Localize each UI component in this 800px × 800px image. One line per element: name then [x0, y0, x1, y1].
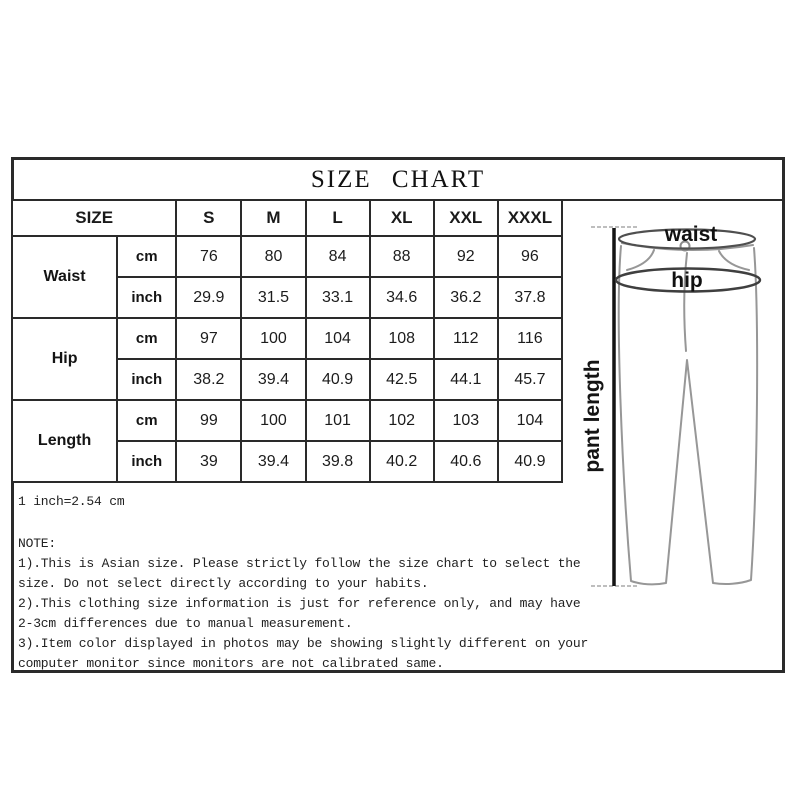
size-value: 45.7: [496, 358, 564, 401]
table-header-row: SIZE S M L XL XXL XXXL: [10, 199, 564, 237]
size-chart-panel: SIZE CHART SIZE S M L XL XXL XXXL Waist …: [10, 157, 788, 676]
unit-label: inch: [116, 358, 178, 401]
size-value: 40.6: [432, 440, 499, 483]
hip-ellipse: [614, 267, 762, 293]
notes-section: NOTE: 1).This is Asian size. Please stri…: [18, 534, 588, 674]
pocket-curve-right: [718, 250, 750, 271]
size-value: 88: [368, 235, 435, 278]
size-value: 37.8: [496, 276, 564, 319]
size-value: 84: [304, 235, 371, 278]
size-value: 97: [175, 317, 243, 360]
size-value: 39.4: [240, 440, 307, 483]
size-value: 102: [368, 399, 435, 442]
size-col-xxxl: XXXL: [496, 199, 564, 237]
waist-label: waist: [664, 223, 718, 246]
size-value: 104: [304, 317, 371, 360]
size-value: 31.5: [240, 276, 307, 319]
table-row-hip-cm: Hip cm 97 100 104 108 112 116: [10, 317, 564, 401]
note-line: size. Do not select directly according t…: [18, 576, 429, 591]
size-col-s: S: [175, 199, 243, 237]
size-value: 29.9: [175, 276, 243, 319]
table-row-waist-inch: inch 29.9 31.5 33.1 34.6 36.2 37.8: [12, 276, 564, 319]
waist-ellipse: [617, 228, 757, 250]
size-value: 92: [432, 235, 499, 278]
unit-label: inch: [116, 276, 178, 319]
unit-label: cm: [116, 399, 178, 442]
size-table: SIZE S M L XL XXL XXXL Waist cm 76 80 84…: [10, 199, 564, 483]
pant-length-label: pant length: [581, 359, 604, 472]
size-value: 116: [496, 317, 564, 360]
note-line: computer monitor since monitors are not …: [18, 656, 444, 671]
hip-label: hip: [671, 269, 703, 292]
pants-measurement-diagram: pant length waist hip: [560, 199, 788, 676]
size-value: 104: [496, 399, 564, 442]
size-value: 34.6: [368, 276, 435, 319]
note-line: 1).This is Asian size. Please strictly f…: [18, 556, 581, 571]
size-value: 80: [240, 235, 307, 278]
table-row-length-inch: inch 39 39.4 39.8 40.2 40.6 40.9: [12, 440, 564, 483]
size-value: 39: [175, 440, 243, 483]
size-value: 39.4: [240, 358, 307, 401]
table-row-length-cm: Length cm 99 100 101 102 103 104: [10, 399, 564, 483]
size-value: 112: [432, 317, 499, 360]
note-line: 2-3cm differences due to manual measurem…: [18, 616, 353, 631]
size-value: 38.2: [175, 358, 243, 401]
size-value: 100: [240, 399, 307, 442]
page-title: SIZE CHART: [14, 160, 782, 201]
size-corner-label: SIZE: [10, 199, 178, 237]
notes-heading: NOTE:: [18, 536, 57, 551]
unit-label: inch: [116, 440, 178, 483]
size-value: 103: [432, 399, 499, 442]
size-col-xl: XL: [368, 199, 435, 237]
button-icon: [679, 240, 691, 252]
pants-outline: [617, 245, 759, 586]
note-line: 3).Item color displayed in photos may be…: [18, 636, 589, 651]
size-value: 42.5: [368, 358, 435, 401]
row-label-waist: Waist: [10, 235, 119, 319]
size-col-xxl: XXL: [432, 199, 499, 237]
size-value: 33.1: [304, 276, 371, 319]
unit-label: cm: [116, 235, 178, 278]
size-col-m: M: [240, 199, 307, 237]
size-col-l: L: [304, 199, 371, 237]
size-value: 36.2: [432, 276, 499, 319]
size-value: 40.2: [368, 440, 435, 483]
size-value: 99: [175, 399, 243, 442]
table-row-waist-cm: Waist cm 76 80 84 88 92 96: [10, 235, 564, 319]
note-line: 2).This clothing size information is jus…: [18, 596, 581, 611]
table-row-hip-inch: inch 38.2 39.4 40.9 42.5 44.1 45.7: [12, 358, 564, 401]
size-value: 101: [304, 399, 371, 442]
size-value: 100: [240, 317, 307, 360]
size-value: 76: [175, 235, 243, 278]
fly-line: [683, 252, 688, 352]
size-value: 40.9: [304, 358, 371, 401]
size-value: 44.1: [432, 358, 499, 401]
size-value: 40.9: [496, 440, 564, 483]
size-value: 39.8: [304, 440, 371, 483]
inch-conversion-note: 1 inch=2.54 cm: [18, 494, 125, 509]
unit-label: cm: [116, 317, 178, 360]
row-label-hip: Hip: [10, 317, 119, 401]
row-label-length: Length: [10, 399, 119, 483]
size-value: 96: [496, 235, 564, 278]
pocket-curve-left: [626, 249, 655, 271]
size-value: 108: [368, 317, 435, 360]
